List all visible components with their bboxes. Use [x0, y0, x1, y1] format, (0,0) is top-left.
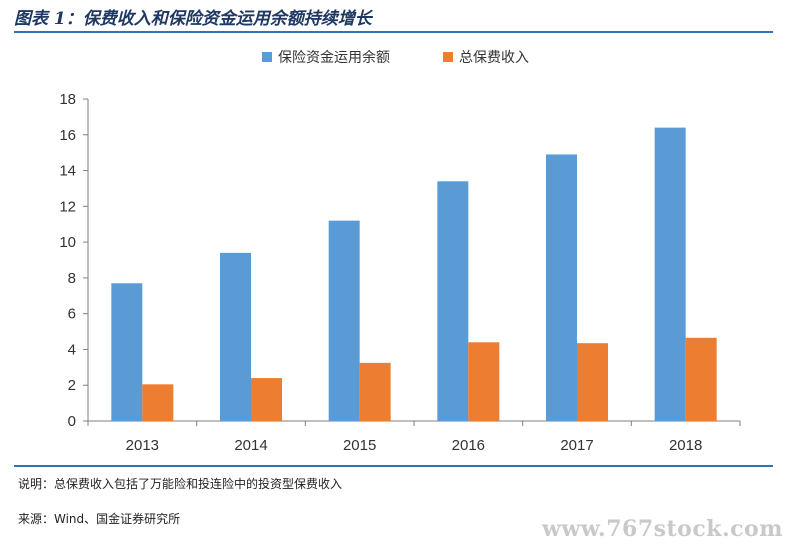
- legend-label: 总保费收入: [459, 50, 529, 66]
- bar-premium-income: [468, 342, 500, 421]
- bar-premium-income: [359, 362, 391, 421]
- bar-premium-income: [142, 384, 174, 421]
- y-tick-label: 8: [68, 270, 76, 287]
- x-tick-label: 2013: [126, 437, 159, 454]
- y-tick-label: 10: [59, 234, 76, 251]
- x-tick-label: 2018: [669, 437, 702, 454]
- y-tick-label: 12: [59, 198, 76, 215]
- legend-swatch: [262, 52, 272, 62]
- footer-divider: [14, 465, 773, 467]
- x-tick-label: 2016: [452, 437, 485, 454]
- y-tick-label: 4: [68, 341, 76, 358]
- y-tick-label: 6: [68, 306, 76, 323]
- bar-fund-balance: [220, 252, 251, 421]
- bar-fund-balance: [328, 220, 360, 421]
- y-tick-label: 0: [68, 413, 76, 430]
- y-tick-label: 16: [59, 127, 76, 144]
- site-watermark: www.767stock.com: [541, 516, 783, 542]
- chart-note: 说明：总保费收入包括了万能险和投连险中的投资型保费收入: [18, 477, 343, 491]
- y-tick-label: 2: [68, 377, 76, 394]
- bar-fund-balance: [111, 283, 143, 421]
- y-tick-label: 14: [59, 163, 76, 180]
- legend-swatch: [443, 52, 453, 62]
- bar-fund-balance: [437, 181, 469, 421]
- legend-label: 保险资金运用余额: [278, 49, 390, 66]
- chart-source: 来源：Wind、国金证券研究所: [18, 512, 181, 526]
- title-divider: [14, 31, 773, 33]
- x-tick-label: 2015: [343, 437, 376, 454]
- x-tick-label: 2017: [560, 437, 593, 454]
- y-tick-label: 18: [59, 91, 76, 108]
- bar-premium-income: [685, 337, 717, 421]
- bar-chart: 0 2 4 6 8 10 12 14 16 18 2013 2014 2015 2016 2017 2018 保…: [59, 49, 741, 454]
- bar-fund-balance: [654, 127, 686, 421]
- x-tick-label: 2014: [234, 437, 267, 454]
- bar-premium-income: [577, 343, 608, 421]
- bar-premium-income: [251, 378, 282, 421]
- bar-fund-balance: [546, 154, 577, 421]
- chart-title: 图表 1：保费收入和保险资金运用余额持续增长: [14, 9, 372, 29]
